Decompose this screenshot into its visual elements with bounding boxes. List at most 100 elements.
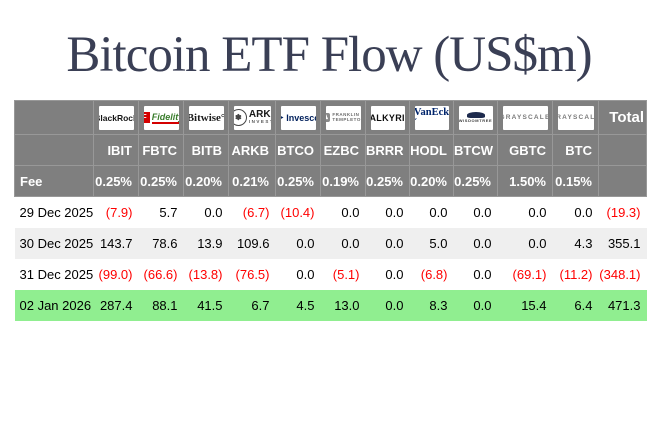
value-cell: 0.0 [365,196,410,228]
total-cell: (19.3) [598,196,647,228]
fee-total-cell [598,165,647,197]
value-cell: 143.7 [93,228,139,259]
value-text: (69.1) [512,267,547,282]
value-cell: 8.3 [409,290,454,321]
value-cell: (99.0) [93,259,139,290]
value-cell: (6.7) [228,196,276,228]
ticker-cell: GBTC [497,134,553,166]
value-cell: 0.0 [552,196,599,228]
value-text: (76.5) [235,267,270,282]
value-text: (5.1) [332,267,360,282]
fee-cell: 0.25% [275,165,321,197]
value-cell: (6.8) [409,259,454,290]
value-text: 6.7 [251,298,270,313]
ticker-cell: BITB [183,134,229,166]
corner-cell [14,100,94,135]
value-cell: 0.0 [365,290,410,321]
franklin-templeton-logo: ♟FRANKLINTEMPLETON [325,105,361,130]
value-cell: 0.0 [275,228,321,259]
fee-cell: 0.20% [409,165,454,197]
ark-text: ARK [248,109,271,121]
total-cell: 471.3 [598,290,647,321]
ticker-cell: BRRR [365,134,410,166]
date-cell: 29 Dec 2025 [14,196,94,228]
value-cell: 0.0 [453,290,498,321]
value-cell: 0.0 [409,196,454,228]
value-cell: (76.5) [228,259,276,290]
value-text: (7.9) [105,205,133,220]
value-text: 0.0 [385,267,404,282]
value-cell: 0.0 [365,259,410,290]
page: Bitcoin ETF Flow (US$m) BlackRock FFideli… [0,26,658,321]
ticker-cell: EZBC [320,134,366,166]
value-cell: 0.0 [453,228,498,259]
ticker-cell: IBIT [93,134,139,166]
fee-cell: 0.20% [183,165,229,197]
value-cell: (5.1) [320,259,366,290]
blackrock-logo: BlackRock [98,105,134,130]
ticker-cell: BTCO [275,134,321,166]
value-cell: 0.0 [497,196,553,228]
invesco-logo: Invesco [280,105,316,130]
value-cell: 0.0 [183,196,229,228]
value-text: 13.9 [197,236,223,251]
value-text: 0.0 [473,236,492,251]
value-cell: (11.2) [552,259,599,290]
bitwise-wordmark: Bitwise° [188,111,224,124]
provider-logo-row: BlackRock FFidelity Bitwise° ✽ARKINVEST Inve… [14,100,647,135]
value-text: 5.7 [159,205,178,220]
grayscale-logo: GRAYSCALE [557,105,594,130]
fee-row: Fee 0.25% 0.25% 0.20% 0.21% 0.25% 0.19% 0.25% 0.… [14,165,647,197]
ticker-cell: BTC [552,134,599,166]
wisdomtree-logo: WISDOMTREE [458,105,493,130]
value-cell: 5.7 [138,196,184,228]
value-text: (10.4) [280,205,315,220]
value-cell: (13.8) [183,259,229,290]
invesco-triangle-icon [280,113,284,122]
fidelity-f-icon: F [143,112,150,123]
value-text: (6.8) [420,267,448,282]
provider-logo-cell: VanEck´ [409,100,454,135]
table-row: 02 Jan 2026 287.4 88.1 41.5 6.7 4.5 13.0 0.0 8.3… [14,290,647,321]
value-cell: 6.7 [228,290,276,321]
provider-logo-cell: BlackRock [93,100,139,135]
value-text: (11.2) [559,267,593,282]
value-text: 0.0 [574,205,593,220]
fee-cell: 0.21% [228,165,276,197]
ticker-corner-cell [14,134,94,166]
value-text: 0.0 [341,236,360,251]
value-cell: 109.6 [228,228,276,259]
value-cell: 4.3 [552,228,599,259]
value-text: 8.3 [429,298,448,313]
value-cell: 0.0 [365,228,410,259]
value-text: 0.0 [473,298,492,313]
value-text: 0.0 [385,205,404,220]
provider-logo-cell: GRAYSCALE [497,100,553,135]
value-text: 0.0 [341,205,360,220]
value-text: 0.0 [385,298,404,313]
table-row: 30 Dec 2025 143.7 78.6 13.9 109.6 0.0 0.0 0.0 5.… [14,228,647,259]
total-cell: 355.1 [598,228,647,259]
value-cell: 0.0 [320,196,366,228]
invesco-wordmark: Invesco [286,112,315,123]
value-cell: 0.0 [275,259,321,290]
fidelity-logo: FFidelity [143,105,179,130]
total-text: 471.3 [607,298,641,313]
provider-logo-cell: VALKYRIE [365,100,410,135]
value-text: 0.0 [473,267,492,282]
value-cell: 78.6 [138,228,184,259]
grayscale-wordmark: GRAYSCALE [503,114,548,121]
fee-cell: 0.25% [138,165,184,197]
value-cell: 6.4 [552,290,599,321]
grayscale-wordmark: GRAYSCALE [558,114,594,121]
provider-logo-cell: FFidelity [138,100,184,135]
value-cell: 287.4 [93,290,139,321]
blackrock-wordmark: BlackRock [99,112,134,123]
ticker-total-cell [598,134,647,166]
value-cell: 88.1 [138,290,184,321]
total-text: (348.1) [599,267,641,282]
value-text: 0.0 [296,236,315,251]
franklin-text: FRANKLIN [332,111,360,117]
value-cell: 0.0 [497,228,553,259]
table-row: 31 Dec 2025 (99.0) (66.6) (13.8) (76.5) 0.0 (5… [14,259,647,290]
